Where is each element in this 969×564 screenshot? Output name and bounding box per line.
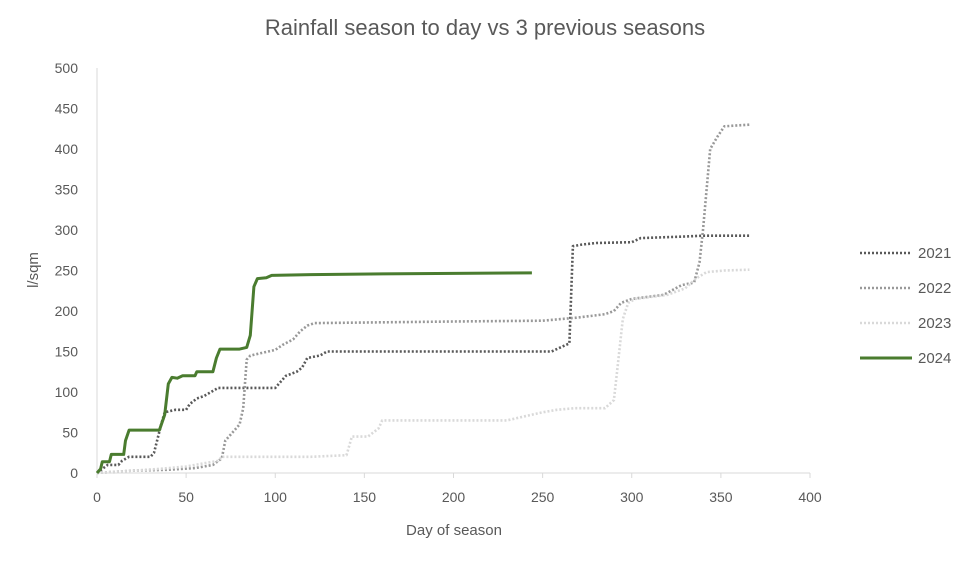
axes: 0 50 100 150 200 250 300 350 400 450 500 0 50 100 150 2… <box>55 60 822 505</box>
x-axis-label: Day of season <box>406 522 502 539</box>
series-2023-line <box>96 268 750 475</box>
x-tick-label: 150 <box>353 489 377 505</box>
y-tick-label: 50 <box>62 425 78 441</box>
x-tick-label: 350 <box>709 489 733 505</box>
y-tick-label: 150 <box>55 344 79 360</box>
legend-label-2022: 2022 <box>918 280 951 297</box>
y-tick-label: 500 <box>55 60 79 76</box>
x-tick-label: 0 <box>93 489 101 505</box>
y-tick-label: 0 <box>70 465 78 481</box>
x-tick-label: 300 <box>620 489 644 505</box>
y-tick-label: 450 <box>55 101 79 117</box>
chart-title: Rainfall season to day vs 3 previous sea… <box>265 15 705 40</box>
x-tick-label: 50 <box>178 489 194 505</box>
y-tick-label: 250 <box>55 263 79 279</box>
y-tick-label: 300 <box>55 222 79 238</box>
x-tick-label: 400 <box>798 489 822 505</box>
y-axis-label: l/sqm <box>25 252 42 288</box>
series-layer <box>95 123 750 475</box>
series-2022-line <box>96 123 750 475</box>
legend-label-2023: 2023 <box>918 315 951 332</box>
x-tick-label: 200 <box>442 489 466 505</box>
legend-label-2024: 2024 <box>918 350 951 367</box>
y-tick-label: 400 <box>55 141 79 157</box>
y-tick-label: 200 <box>55 303 79 319</box>
legend-label-2021: 2021 <box>918 245 951 262</box>
series-2024-line <box>95 271 532 474</box>
series-2021-line <box>96 234 750 475</box>
legend: 2021 2022 2023 2024 <box>860 245 951 367</box>
y-tick-label: 100 <box>55 384 79 400</box>
x-tick-label: 250 <box>531 489 555 505</box>
x-tick-label: 100 <box>264 489 288 505</box>
y-tick-label: 350 <box>55 182 79 198</box>
